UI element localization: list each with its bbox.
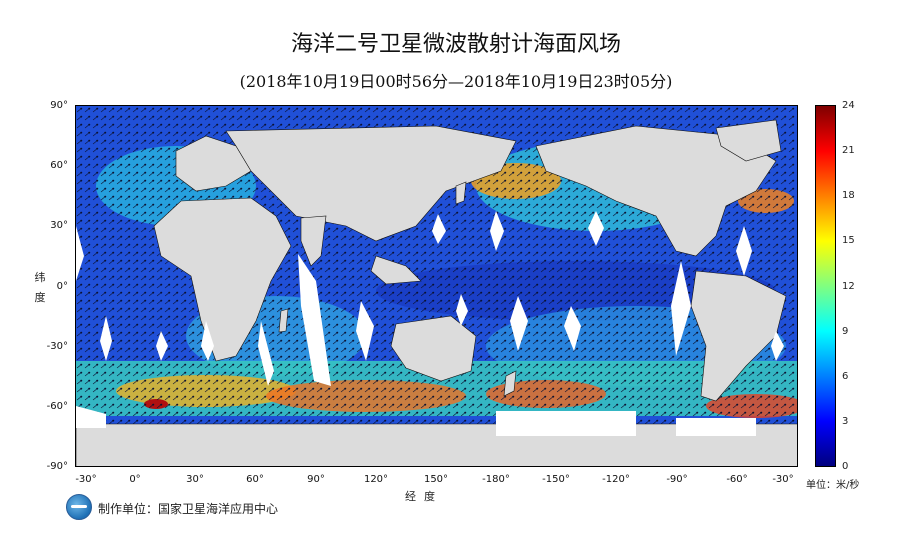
colorbar-tick: 18	[842, 190, 855, 201]
colorbar-tick: 9	[842, 326, 849, 337]
lat-tick: -30°	[46, 341, 68, 352]
lat-tick: 30°	[50, 220, 68, 231]
lat-tick: 90°	[50, 100, 68, 111]
lon-tick: -90°	[666, 474, 688, 485]
colorbar-unit: 单位：米/秒	[806, 480, 860, 491]
x-axis-label: 经度	[405, 490, 443, 503]
lon-tick: 0°	[129, 474, 141, 485]
coverage-gaps	[76, 211, 784, 436]
lon-tick: 120°	[363, 474, 389, 485]
lat-tick: 60°	[50, 160, 68, 171]
y-axis-label: 纬度	[34, 271, 46, 304]
producer-label: 制作单位：国家卫星海洋应用中心	[98, 502, 279, 516]
wind-field-map	[75, 105, 798, 467]
colorbar-tick: 12	[842, 281, 855, 292]
map-subtitle: (2018年10月19日00时56分—2018年10月19日23时05分)	[239, 72, 673, 91]
lon-tick: -60°	[726, 474, 748, 485]
lat-tick: 0°	[56, 281, 68, 292]
lon-tick: -150°	[542, 474, 570, 485]
colorbar-tick: 24	[842, 100, 855, 111]
nsoas-logo-icon	[66, 494, 92, 520]
lon-tick: -120°	[602, 474, 630, 485]
map-title: 海洋二号卫星微波散射计海面风场	[290, 32, 621, 57]
lon-tick: 90°	[307, 474, 325, 485]
colorbar-tick: 21	[842, 145, 855, 156]
lon-tick: -30°	[772, 474, 794, 485]
lon-tick: -180°	[482, 474, 510, 485]
lat-tick: -60°	[46, 401, 68, 412]
lat-tick: -90°	[46, 461, 68, 472]
lon-tick: 30°	[186, 474, 204, 485]
colorbar-tick: 15	[842, 235, 855, 246]
colorbar-tick: 0	[842, 461, 849, 472]
lon-tick: 150°	[423, 474, 449, 485]
lon-tick: 60°	[246, 474, 264, 485]
lon-tick: -30°	[75, 474, 97, 485]
colorbar-tick: 3	[842, 416, 849, 427]
colorbar	[815, 105, 836, 467]
wind-field-svg	[76, 106, 797, 466]
colorbar-tick: 6	[842, 371, 849, 382]
